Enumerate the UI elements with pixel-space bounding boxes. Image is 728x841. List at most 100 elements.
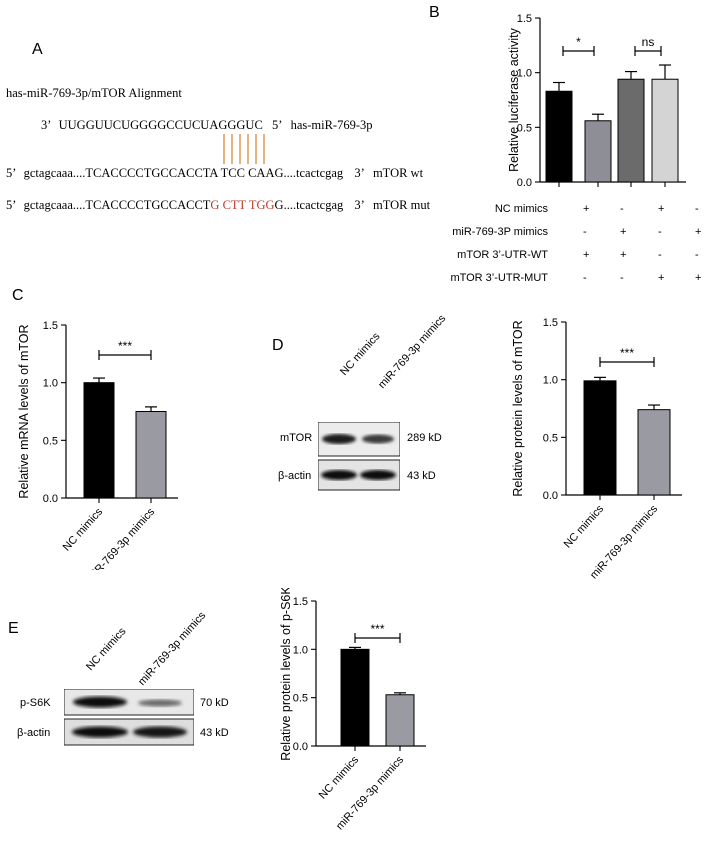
blot-d-row-1-size: 289 kD bbox=[407, 432, 442, 444]
y-tick-label: 1.0 bbox=[43, 378, 58, 390]
blot-e-band-ps6k-nc bbox=[73, 696, 127, 708]
blot-d-band-actin-mimic bbox=[360, 470, 396, 480]
alignment-title: has-miR-769-3p/mTOR Alignment bbox=[6, 86, 182, 100]
condition-sign: + bbox=[583, 249, 590, 261]
significance-label: *** bbox=[370, 622, 384, 636]
blot-e-row-1-name: p-S6K bbox=[20, 697, 51, 709]
mut-suffix: 3’ bbox=[354, 198, 364, 212]
wt-prefix: 5’ bbox=[6, 166, 16, 180]
bar bbox=[545, 90, 573, 183]
mut-sequence-end: G....tcactcgag bbox=[274, 198, 344, 212]
chart-b: 0.0 0.5 1.0 1.5 Relative luciferase activity… bbox=[507, 13, 686, 189]
y-tick-label: 0.0 bbox=[293, 741, 308, 753]
y-axis-label: Relative luciferase activity bbox=[507, 27, 521, 172]
panel-a-label: A bbox=[32, 41, 43, 58]
bar bbox=[651, 78, 679, 183]
blot-d-band-actin-nc bbox=[321, 470, 357, 480]
chart-d: 0.0 0.5 1.0 1.5 Relative protein levels of m… bbox=[511, 317, 682, 581]
blot-e-row-2-size: 43 kD bbox=[200, 727, 229, 739]
mirna-suffix: 5’ bbox=[271, 118, 282, 132]
condition-sign: - bbox=[583, 272, 587, 284]
condition-sign: - bbox=[620, 203, 624, 215]
y-tick-label: 1.5 bbox=[543, 317, 558, 329]
condition-sign: + bbox=[695, 226, 702, 238]
blot-d-row-2-size: 43 kD bbox=[407, 470, 436, 482]
y-axis-label: Relative protein levels of mTOR bbox=[511, 320, 525, 496]
chart-c: 0.0 0.5 1.0 1.5 Relative mRNA levels of mTOR… bbox=[17, 320, 178, 570]
western-blot-e bbox=[64, 689, 194, 746]
bar bbox=[583, 380, 617, 496]
significance-label: *** bbox=[620, 346, 634, 360]
condition-label: mTOR 3’-UTR-MUT bbox=[450, 272, 548, 284]
condition-label: NC mimics bbox=[494, 203, 548, 215]
mut-row: 5’ gctagcaaa....TCACCCCTGCCACCTG CTT TGG… bbox=[6, 198, 430, 213]
y-tick-label: 1.0 bbox=[517, 68, 532, 80]
wt-name: mTOR wt bbox=[372, 166, 424, 180]
bar bbox=[637, 409, 671, 496]
y-tick-label: 1.5 bbox=[293, 596, 308, 608]
y-tick-label: 1.5 bbox=[517, 13, 532, 25]
condition-label: mTOR 3’-UTR-WT bbox=[457, 249, 548, 261]
condition-sign: + bbox=[658, 272, 665, 284]
panel-b-label: B bbox=[429, 4, 440, 21]
bar bbox=[385, 694, 415, 747]
x-tick-label: NC mimics bbox=[317, 754, 362, 802]
panel-c-label: C bbox=[12, 287, 24, 304]
bar bbox=[584, 120, 612, 183]
mut-name: mTOR mut bbox=[373, 198, 431, 212]
bar bbox=[617, 78, 645, 183]
mut-sequence-mutation: G CTT TGG bbox=[210, 198, 275, 212]
bar bbox=[340, 648, 370, 747]
western-blot-d bbox=[318, 422, 400, 491]
bar bbox=[83, 382, 115, 499]
blot-e-band-actin-mimic bbox=[133, 726, 187, 738]
condition-sign: - bbox=[620, 272, 624, 284]
blot-d-row-1-name: mTOR bbox=[280, 432, 313, 444]
y-tick-label: 1.0 bbox=[543, 375, 558, 387]
condition-table: NC mimics + - + - miR-769-3P mimics - + - + mTOR 3… bbox=[450, 196, 728, 288]
condition-sign: + bbox=[658, 203, 665, 215]
condition-sign: + bbox=[695, 272, 702, 284]
mirna-prefix: 3’ bbox=[41, 118, 51, 132]
significance-label: ns bbox=[642, 35, 655, 49]
blot-e-band-actin-nc bbox=[72, 726, 128, 738]
blot-d-band-mtor-mimic bbox=[362, 434, 394, 444]
mirna-row: 3’ UUGGUUCUGGGGCCUCUAGGGUC 5’ has-miR-76… bbox=[41, 118, 373, 133]
condition-sign: + bbox=[583, 203, 590, 215]
x-tick-label: NC mimics bbox=[562, 503, 607, 551]
y-tick-label: 0.0 bbox=[517, 177, 532, 189]
mut-sequence-start: gctagcaaa....TCACCCCTGCCACCT bbox=[23, 198, 211, 212]
blot-e-band-ps6k-mimic bbox=[138, 699, 182, 707]
condition-sign: - bbox=[583, 226, 587, 238]
mirna-sequence: UUGGUUCUGGGGCCUCUAGGGUC bbox=[58, 118, 263, 132]
y-tick-label: 0.0 bbox=[543, 490, 558, 502]
y-tick-label: 0.5 bbox=[43, 435, 58, 447]
y-tick-label: 1.0 bbox=[293, 644, 308, 656]
y-tick-label: 1.5 bbox=[43, 320, 58, 332]
y-axis-label: Relative protein levels of p-S6K bbox=[279, 588, 293, 761]
wt-sequence: gctagcaaa....TCACCCCTGCCACCTA TCC CAAG..… bbox=[23, 166, 344, 180]
condition-sign: - bbox=[695, 203, 699, 215]
condition-sign: - bbox=[658, 226, 662, 238]
blot-d-row-2-name: β-actin bbox=[278, 470, 312, 482]
y-tick-label: 0.0 bbox=[43, 493, 58, 505]
mut-prefix: 5’ bbox=[6, 198, 16, 212]
blot-e-row-2-name: β-actin bbox=[17, 727, 51, 739]
condition-sign: - bbox=[658, 249, 662, 261]
significance-label: *** bbox=[118, 339, 132, 353]
panel-e-label: E bbox=[8, 620, 19, 637]
condition-sign: + bbox=[620, 226, 627, 238]
blot-d-band-mtor-nc bbox=[322, 434, 356, 444]
panel-d-label: D bbox=[272, 337, 284, 354]
wt-suffix: 3’ bbox=[354, 166, 364, 180]
condition-sign: + bbox=[620, 249, 627, 261]
y-axis-label: Relative mRNA levels of mTOR bbox=[17, 324, 31, 498]
significance-label: * bbox=[576, 35, 581, 49]
condition-label: miR-769-3P mimics bbox=[452, 226, 548, 238]
y-tick-label: 0.5 bbox=[543, 432, 558, 444]
bar bbox=[135, 411, 167, 499]
blot-e-row-1-size: 70 kD bbox=[200, 697, 229, 709]
x-tick-label: NC mimics bbox=[61, 506, 106, 554]
